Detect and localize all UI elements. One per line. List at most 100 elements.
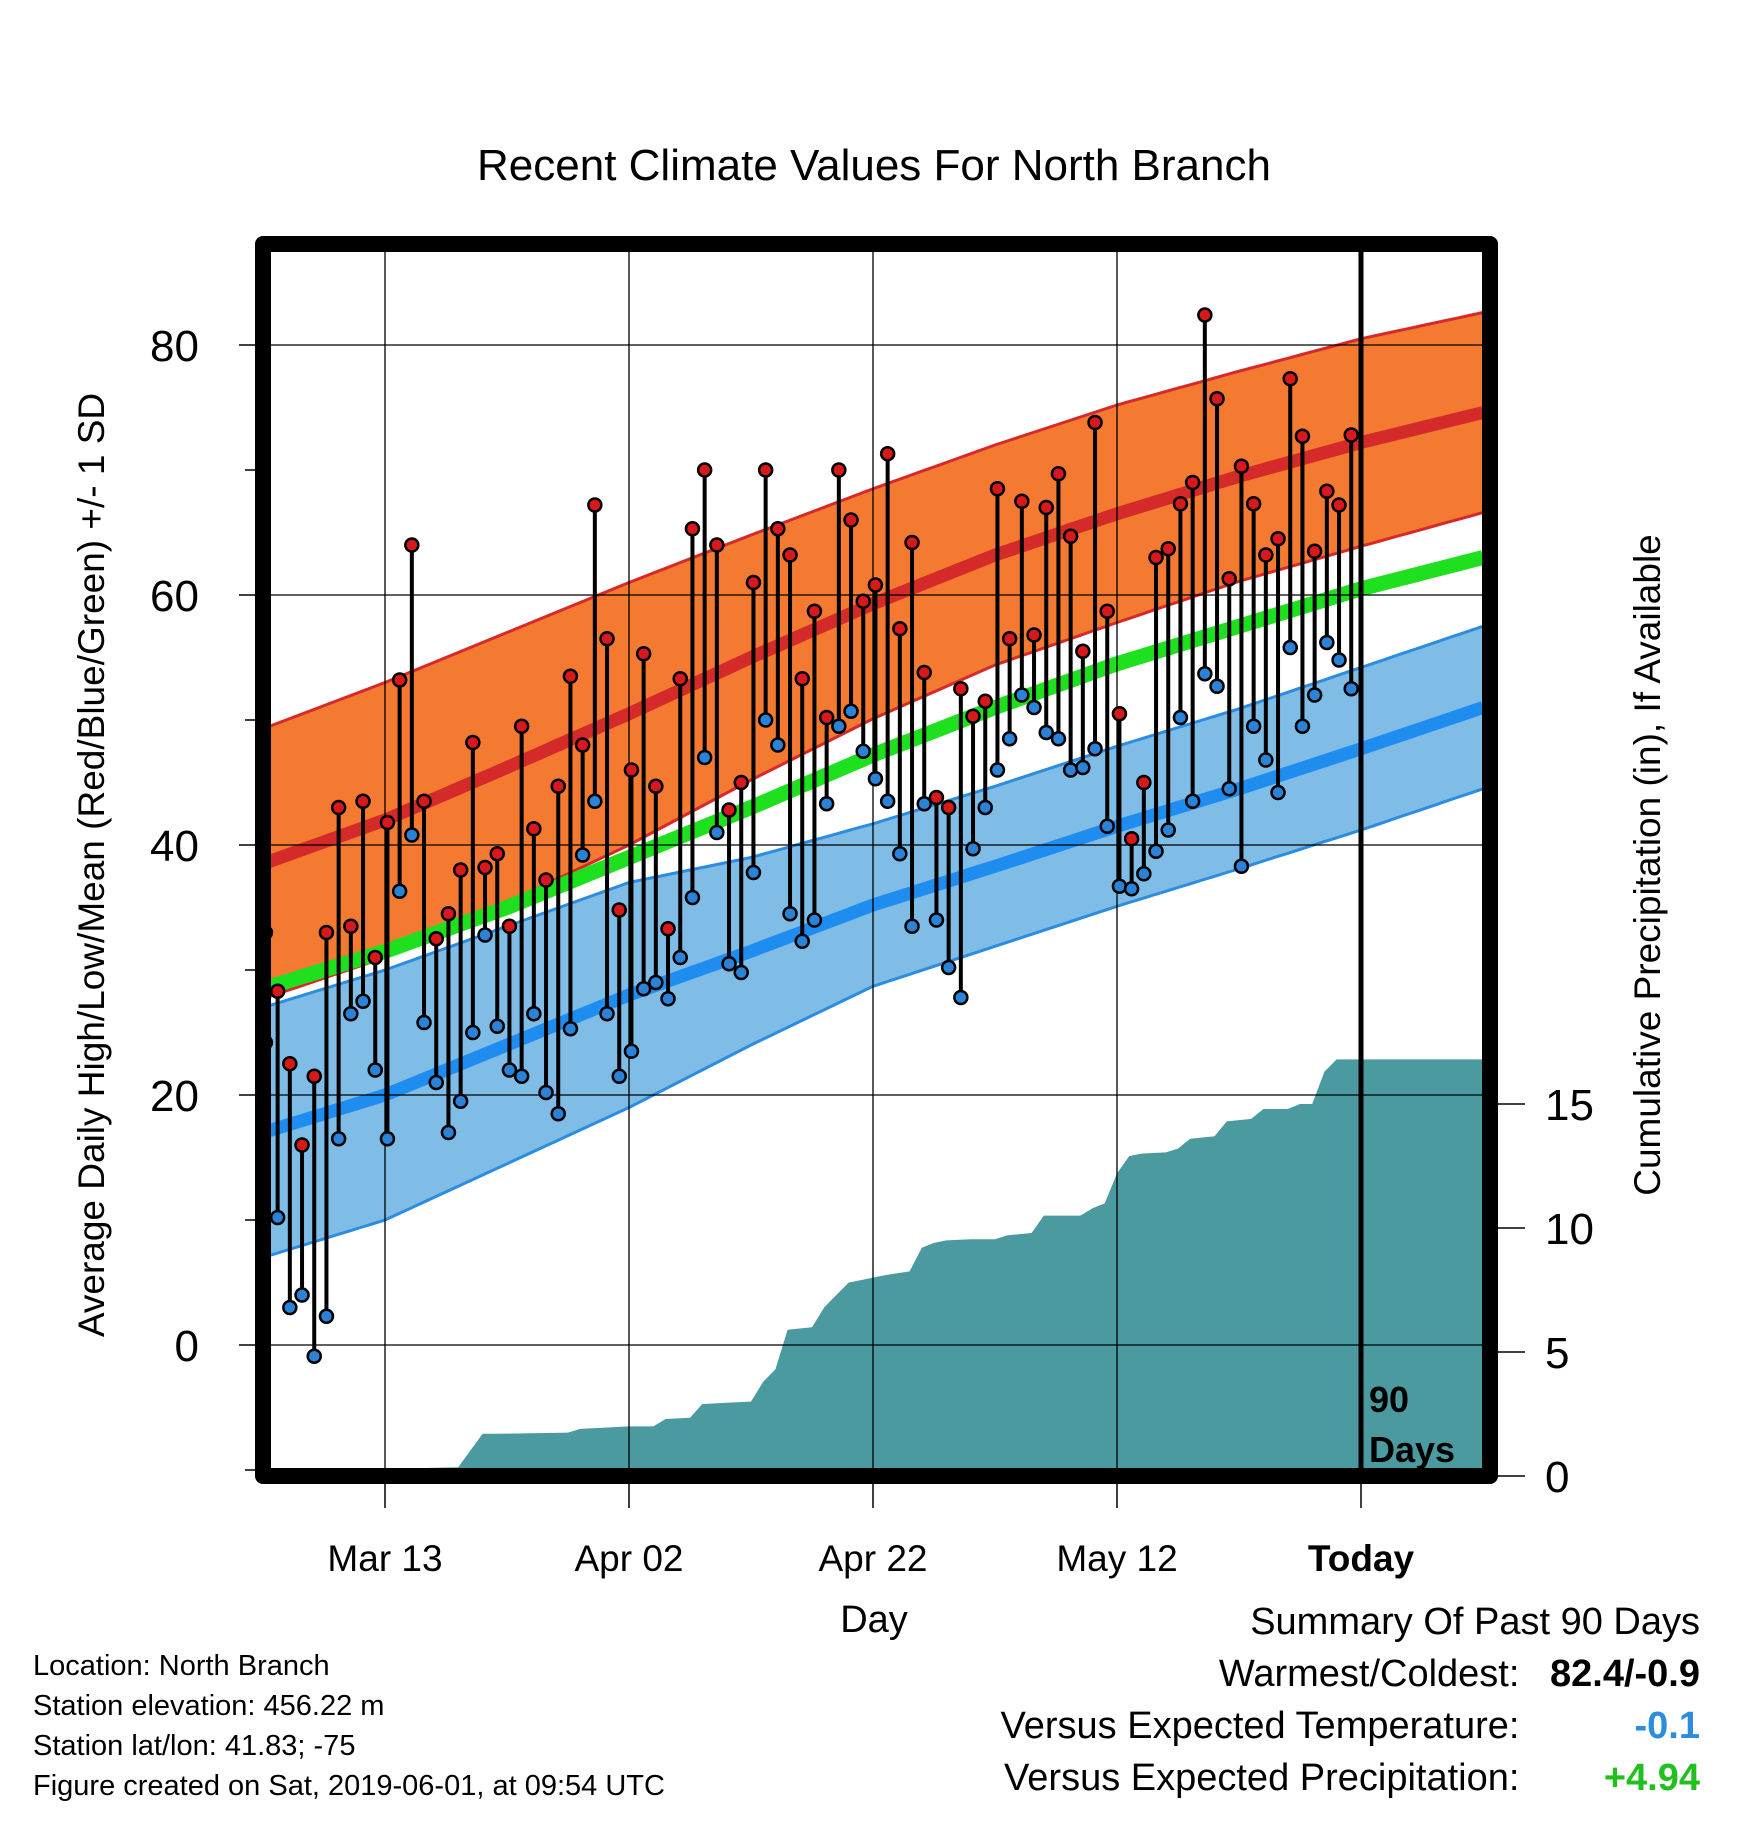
daily-low-point	[330, 1131, 347, 1147]
daily-high-point	[684, 521, 701, 537]
daily-high-point	[770, 521, 786, 537]
daily-high-point	[574, 737, 591, 753]
summary-precip: Versus Expected Precipitation: +4.94	[1001, 1752, 1700, 1804]
daily-low-point	[953, 989, 969, 1006]
daily-low-point	[879, 793, 896, 809]
daily-high-point	[1123, 831, 1140, 847]
daily-low-point	[660, 991, 676, 1007]
daily-high-point	[916, 664, 932, 681]
today-annotation: 90	[1369, 1379, 1409, 1420]
daily-low-point	[1014, 687, 1030, 703]
daily-high-point	[452, 862, 469, 878]
daily-high-point	[330, 799, 347, 816]
warm-cold-label: Warmest/Coldest:	[1218, 1653, 1520, 1695]
daily-high-point	[1087, 414, 1103, 431]
summary-temp: Versus Expected Temperature: -0.1	[1001, 1700, 1700, 1752]
daily-high-point	[1258, 547, 1274, 563]
daily-low-point	[843, 703, 859, 719]
daily-high-point	[1282, 371, 1298, 387]
daily-low-point	[465, 1024, 481, 1041]
warm-cold-value: 82.4/-0.9	[1550, 1653, 1700, 1695]
daily-high-point	[1075, 643, 1091, 659]
y-left-tick-label: 40	[150, 822, 199, 871]
daily-low-point	[1148, 843, 1164, 859]
daily-high-point	[367, 949, 383, 966]
daily-low-point	[770, 737, 786, 753]
daily-low-point	[1087, 741, 1103, 757]
y-left-tick-label: 20	[150, 1072, 199, 1121]
daily-low-point	[1172, 709, 1189, 726]
daily-low-point	[1221, 781, 1237, 797]
daily-low-point	[1209, 678, 1225, 694]
daily-high-point	[1001, 631, 1018, 647]
daily-low-point	[269, 1209, 286, 1226]
daily-low-point	[1136, 866, 1152, 882]
daily-low-point	[416, 1014, 432, 1031]
daily-low-point	[623, 1043, 640, 1059]
daily-low-point	[404, 827, 420, 843]
daily-low-point	[282, 1299, 298, 1316]
x-tick-label: Apr 02	[574, 1538, 683, 1579]
daily-high-point	[818, 709, 835, 726]
daily-low-point	[501, 1062, 518, 1078]
daily-low-point	[1050, 731, 1067, 747]
daily-high-point	[550, 778, 566, 794]
daily-high-point	[513, 718, 530, 734]
daily-high-point	[477, 859, 493, 876]
y-left-tick-label: 80	[150, 322, 199, 371]
daily-high-point	[562, 668, 579, 684]
daily-low-point	[587, 793, 603, 809]
x-tick-label: May 12	[1056, 1538, 1177, 1579]
daily-high-point	[977, 693, 993, 709]
info-created: Figure created on Sat, 2019-06-01, at 09…	[33, 1770, 665, 1802]
daily-low-point	[855, 743, 871, 759]
daily-high-point	[831, 462, 847, 478]
daily-low-point	[806, 912, 823, 928]
precip-value: +4.94	[1603, 1757, 1700, 1799]
daily-high-point	[1245, 496, 1262, 512]
daily-low-point	[294, 1287, 310, 1303]
daily-high-point	[465, 734, 481, 751]
daily-low-point	[782, 906, 798, 922]
daily-high-point	[843, 512, 859, 528]
daily-low-point	[733, 964, 749, 981]
daily-low-point	[867, 771, 884, 787]
daily-low-point	[574, 847, 591, 863]
precip-area	[263, 1059, 1483, 1476]
daily-high-point	[879, 446, 896, 462]
daily-low-point	[1343, 681, 1359, 697]
daily-low-point	[1306, 687, 1323, 703]
daily-low-point	[1233, 858, 1250, 874]
daily-low-point	[831, 718, 847, 734]
daily-low-point	[1331, 652, 1347, 668]
daily-low-point	[916, 796, 932, 812]
daily-low-point	[794, 933, 810, 949]
daily-low-point	[599, 1006, 615, 1022]
daily-low-point	[318, 1308, 335, 1324]
y-right-tick-label: 10	[1545, 1205, 1594, 1254]
daily-low-point	[989, 762, 1006, 778]
x-tick-label: Today	[1308, 1538, 1415, 1579]
x-tick-label: Apr 22	[818, 1538, 927, 1579]
daily-low-point	[928, 912, 945, 928]
daily-low-point	[1062, 762, 1079, 778]
y-right-tick-label: 0	[1545, 1453, 1569, 1502]
x-axis-label: Day	[840, 1599, 908, 1641]
daily-low-point	[635, 981, 652, 997]
daily-low-point	[1258, 752, 1274, 768]
daily-low-point	[940, 959, 957, 976]
info-location: Location: North Branch	[33, 1650, 330, 1682]
daily-high-point	[428, 931, 444, 947]
daily-low-point	[526, 1006, 542, 1022]
daily-low-point	[562, 1021, 579, 1037]
daily-high-point	[587, 497, 603, 513]
daily-high-point	[306, 1068, 322, 1084]
daily-high-point	[489, 846, 505, 862]
daily-low-point	[1075, 759, 1091, 776]
daily-low-point	[391, 883, 408, 899]
daily-low-point	[538, 1084, 554, 1101]
daily-low-point	[489, 1018, 505, 1034]
summary-panel: Summary Of Past 90 Days Warmest/Coldest:…	[1001, 1596, 1700, 1804]
daily-high-point	[1306, 543, 1323, 559]
